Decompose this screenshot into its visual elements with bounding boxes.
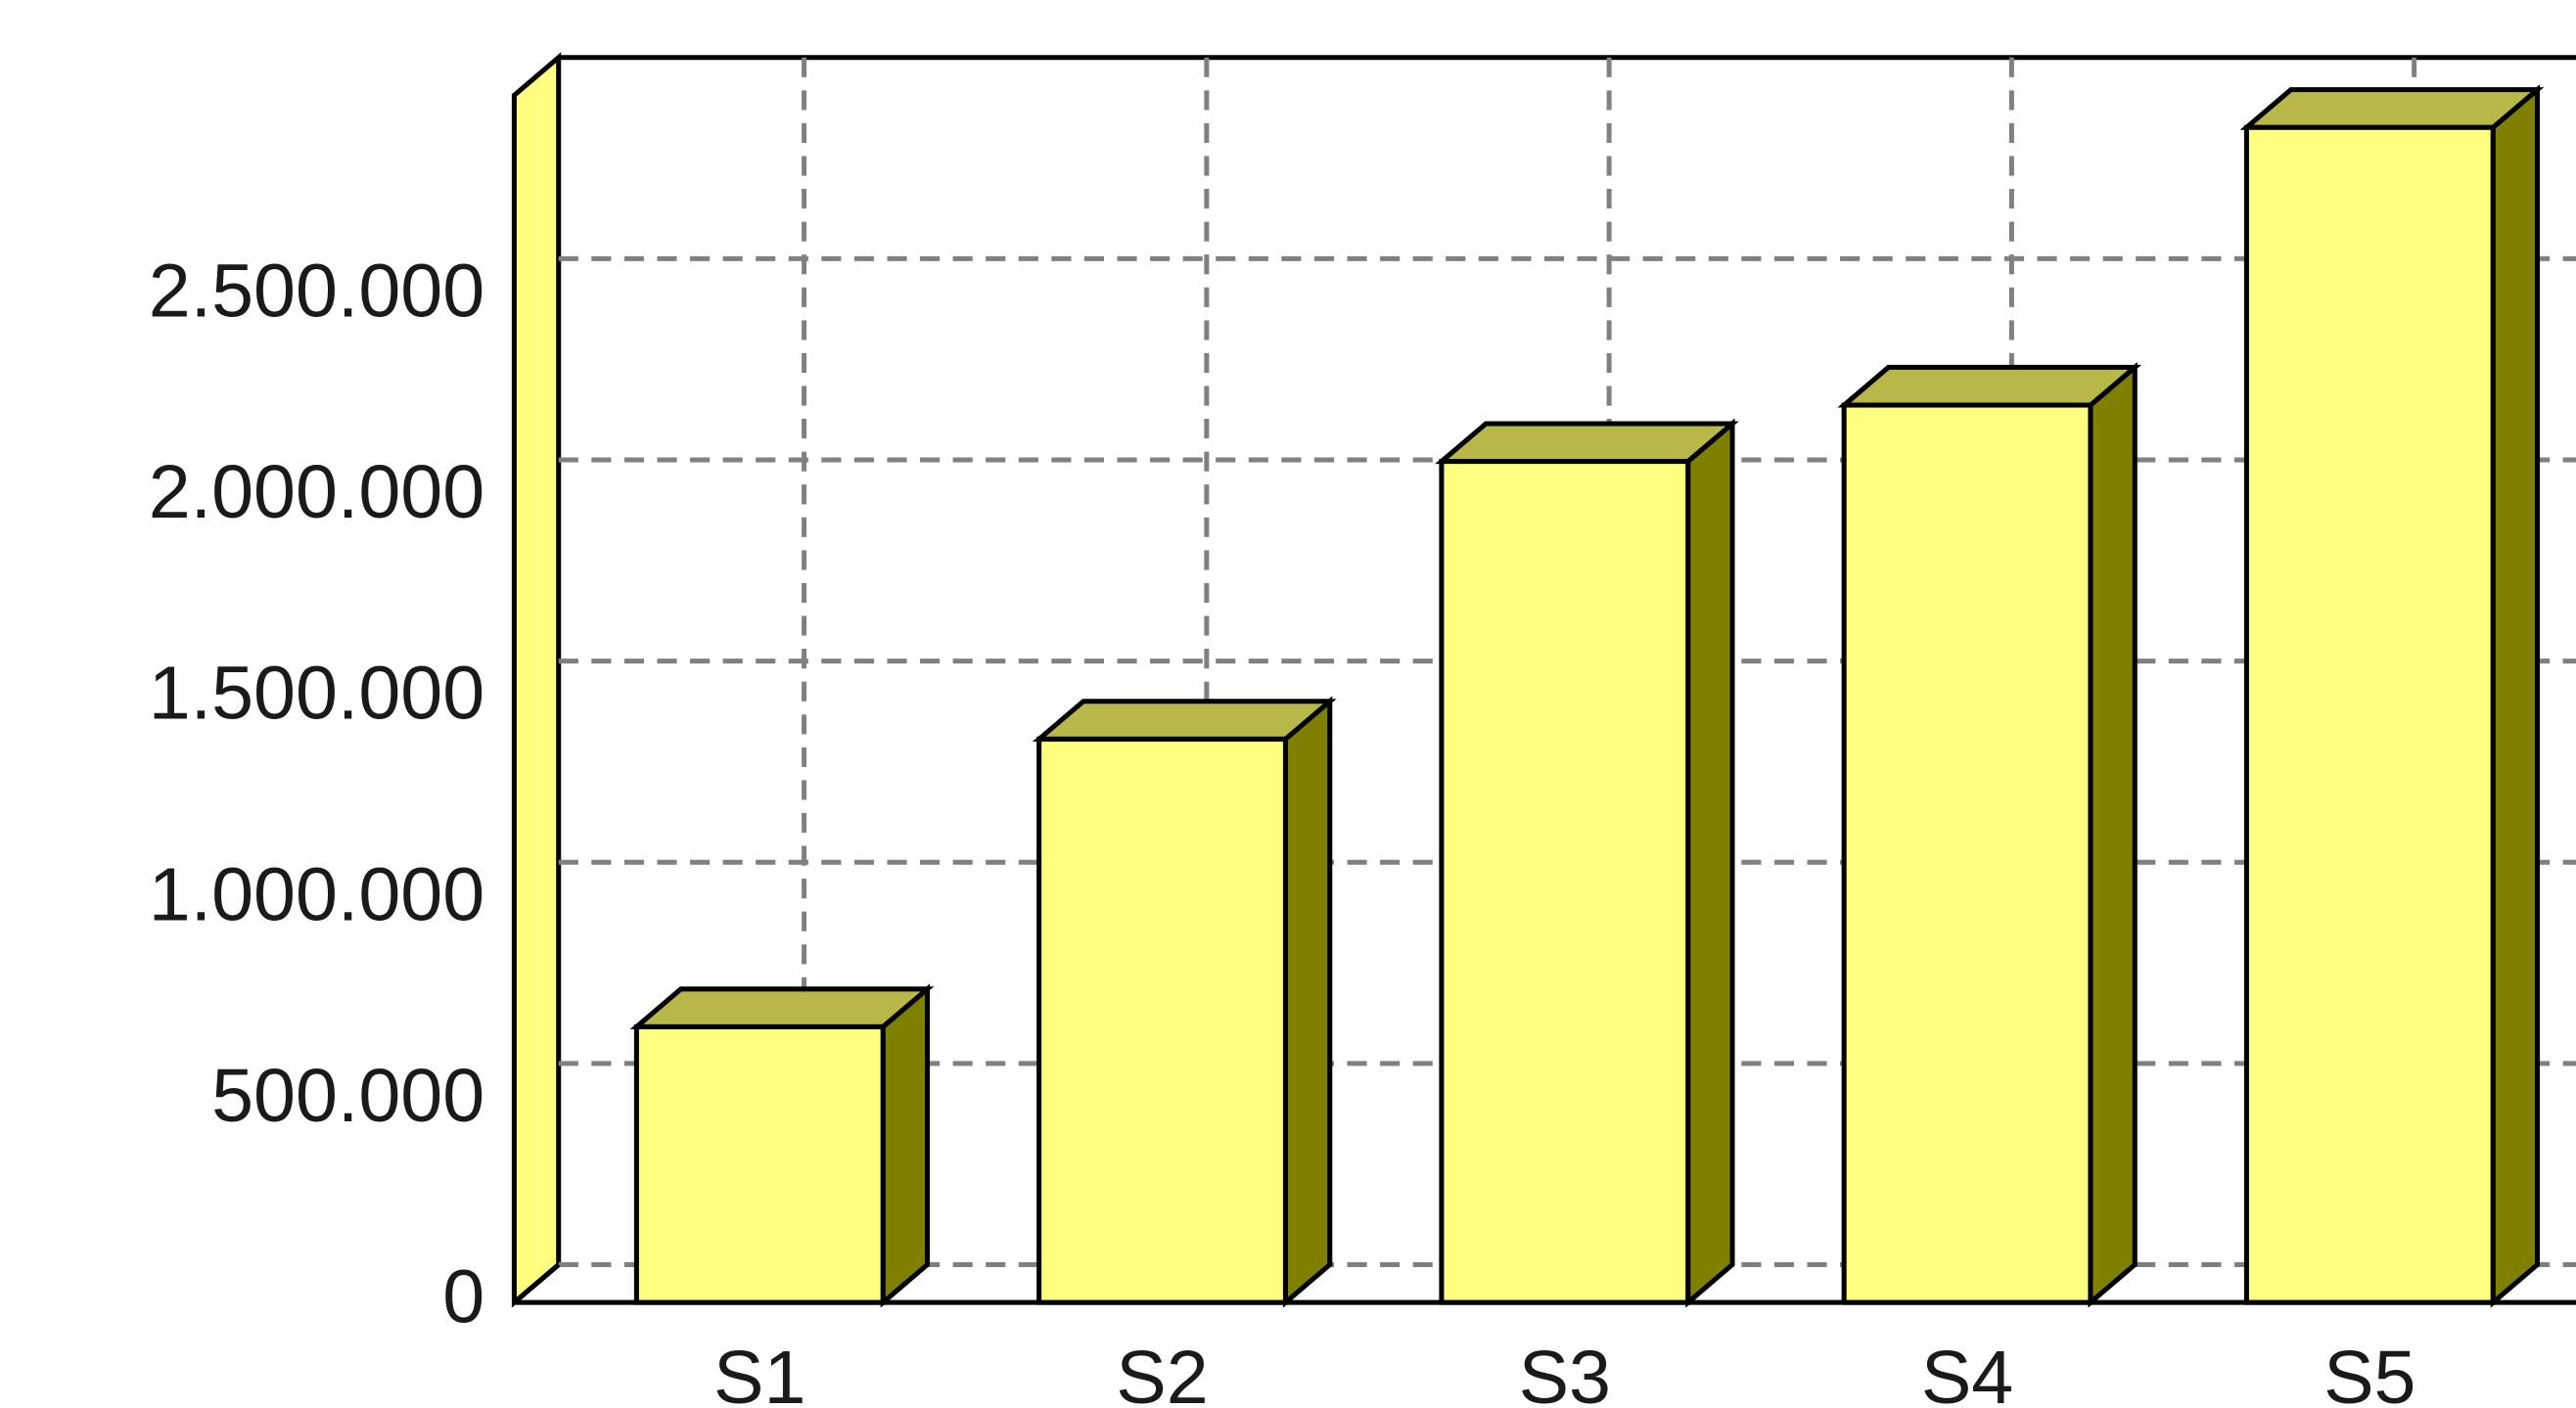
x-tick-label: S1 [713, 1336, 805, 1408]
x-tick-label: S2 [1116, 1336, 1208, 1408]
bar-side [880, 983, 931, 1308]
y-tick-label: 0 [442, 1255, 484, 1340]
y-tick-label: 1.000.000 [149, 852, 484, 936]
x-tick-label: S3 [1519, 1336, 1611, 1408]
bar-side [1282, 696, 1333, 1308]
bar [633, 1023, 886, 1305]
bar-side [2088, 361, 2138, 1308]
bar [1036, 736, 1288, 1305]
bar-side [1685, 418, 1735, 1308]
y-tick-label: 2.500.000 [149, 249, 484, 333]
y-tick-label: 1.500.000 [149, 652, 484, 736]
x-tick-label: S5 [2323, 1336, 2415, 1408]
bar [2243, 124, 2496, 1305]
bar [1841, 402, 2093, 1305]
y-tick-label: 2.000.000 [149, 450, 484, 534]
y-tick-label: 500.000 [211, 1054, 484, 1138]
bar-top [629, 986, 935, 1029]
left-wall [511, 52, 562, 1308]
floor-edge [512, 1262, 561, 1305]
plot: 0 500.000 1.000.000 1.500.000 2.000.000 2.500… [149, 52, 2576, 1408]
bar-top [2239, 87, 2545, 130]
bar-top [1435, 421, 1739, 465]
bar-top [1837, 364, 2142, 408]
bar-top [1032, 699, 1337, 742]
bar-side [2490, 84, 2541, 1308]
x-tick-label: S4 [1921, 1336, 2013, 1408]
bar [1439, 459, 1691, 1305]
